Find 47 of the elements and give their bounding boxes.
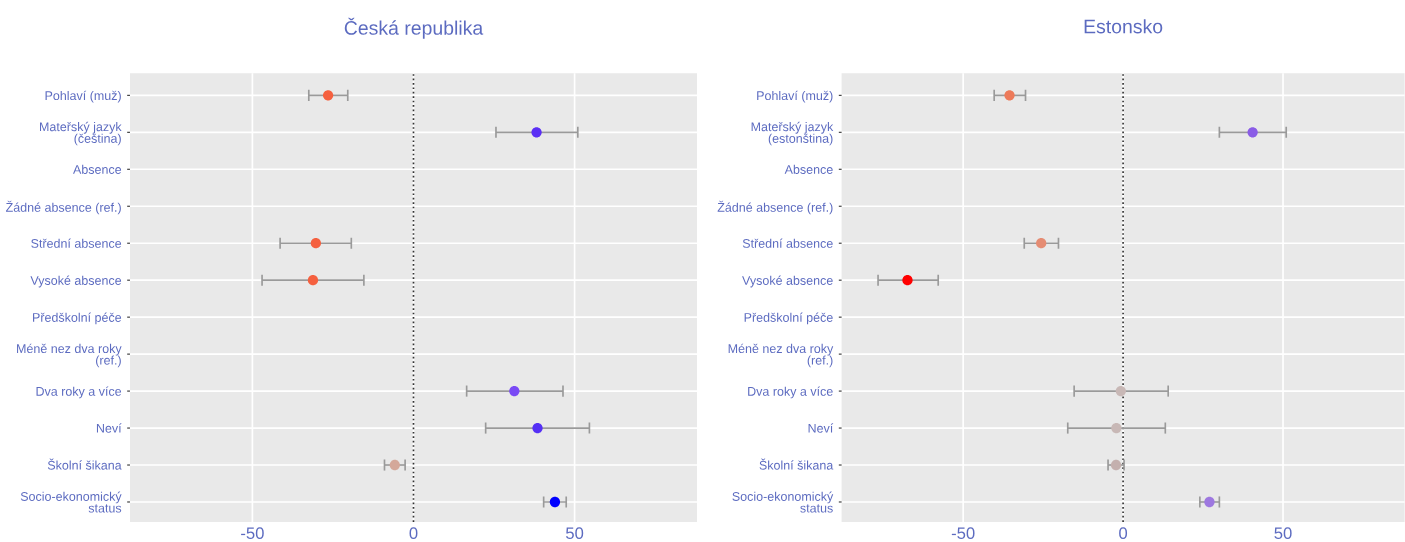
y-tick-label: Socio-ekonomický status: [20, 491, 122, 513]
y-tick-label: Dva roky a více: [748, 386, 833, 399]
y-tick-label: Absence: [73, 164, 122, 174]
x-tick-label: 50: [1274, 527, 1292, 540]
y-tick-label: Dva roky a více: [36, 386, 122, 399]
y-tick-label: Žádné absence (ref.): [717, 200, 833, 215]
point: [1111, 422, 1122, 434]
y-tick-label: Neví: [808, 423, 834, 433]
y-tick-label: Méně nez dva roky (ref.): [728, 343, 834, 368]
y-tick-label: Předškolní péče: [33, 312, 122, 325]
point: [532, 422, 543, 434]
y-tick-label: Střední absence: [742, 238, 833, 248]
y-tick-label: Pohlaví (muž): [45, 90, 121, 103]
point: [307, 275, 319, 286]
y-tick-label: Žádné absence (ref.): [6, 200, 121, 215]
y-tick-label: Méně nez dva roky (ref.): [17, 343, 122, 368]
y-tick-label: Vysoké absence: [30, 275, 122, 288]
y-tick-label: Absence: [784, 164, 833, 174]
x-tick-label: 50: [565, 527, 584, 540]
y-tick-label: Školní šikana: [47, 458, 122, 470]
y-tick-label: Socio-ekonomický status: [732, 491, 834, 513]
point: [1204, 496, 1215, 508]
x-tick-label: 0: [409, 527, 418, 540]
x-tick-label: -50: [951, 527, 975, 540]
y-tick-label: Neví: [96, 423, 122, 433]
y-tick-label: Vysoké absence: [742, 275, 833, 288]
y-tick-label: Střední absence: [31, 238, 122, 248]
chart-title: Česká republika: [344, 17, 484, 39]
chart-title: Estonsko: [1084, 19, 1163, 34]
y-tick-label: Předškolní péče: [744, 312, 833, 325]
point: [531, 127, 542, 138]
y-tick-label: Školní šikana: [759, 458, 834, 470]
x-tick-label: 0: [1119, 527, 1128, 540]
y-tick-label: Mateřský jazyk (estonština): [751, 121, 834, 146]
point: [389, 459, 400, 471]
point: [1036, 238, 1047, 249]
point: [322, 90, 334, 101]
point: [1004, 90, 1015, 101]
y-tick-label: Pohlaví (muž): [757, 90, 833, 103]
y-tick-label: Mateřský jazyk (čeština): [40, 121, 122, 146]
point: [549, 496, 561, 508]
point: [902, 275, 913, 286]
point: [509, 385, 520, 397]
x-tick-label: -50: [241, 527, 264, 540]
point: [1247, 127, 1258, 138]
point: [1115, 385, 1126, 397]
point: [310, 238, 322, 249]
